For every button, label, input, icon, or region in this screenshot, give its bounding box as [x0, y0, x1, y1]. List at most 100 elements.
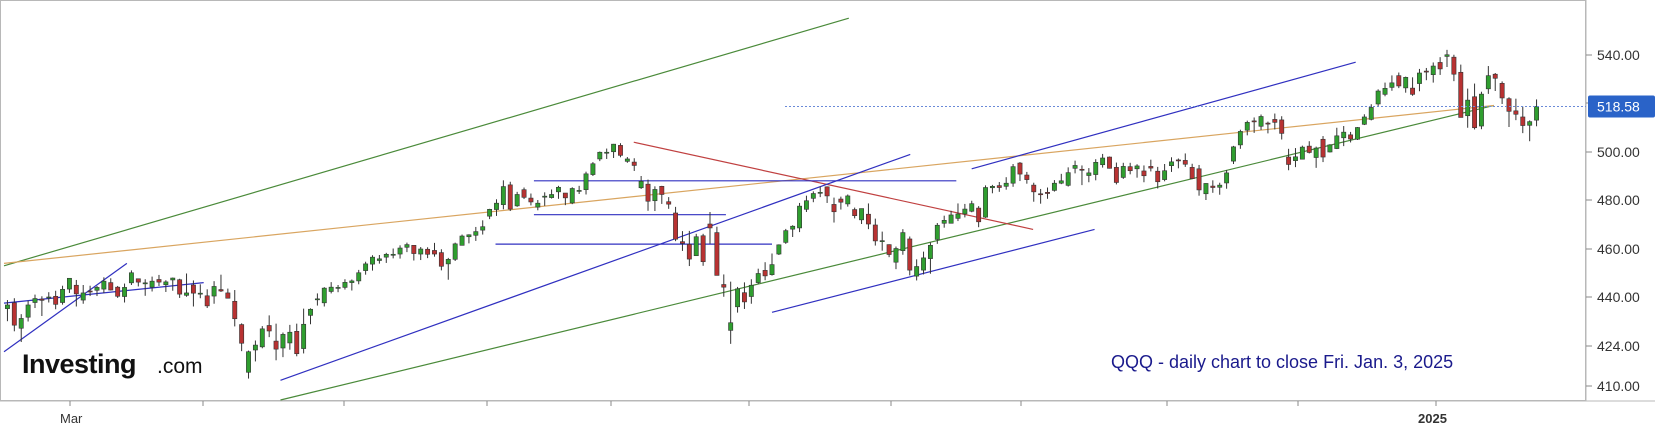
candlestick	[170, 277, 176, 291]
candle-body-up	[370, 256, 375, 265]
candle-body-up	[1485, 75, 1491, 90]
candle-body-up	[163, 281, 169, 286]
x-axis-ticks	[69, 401, 1437, 406]
candlestick	[32, 294, 38, 309]
candlestick	[576, 185, 582, 194]
candle-body-down	[1182, 160, 1188, 165]
candle-body-up	[184, 292, 189, 296]
candle-body-up	[797, 205, 802, 229]
candle-body-down	[266, 325, 272, 332]
trendline-blue	[771, 228, 1095, 313]
candle-body-up	[921, 257, 926, 271]
candlestick	[1520, 106, 1526, 134]
trendline-green	[3, 17, 849, 267]
candlestick	[659, 185, 665, 204]
candlestick	[163, 280, 169, 292]
candle-body-up	[1169, 161, 1174, 166]
candlestick	[197, 284, 203, 299]
candle-body-down	[1437, 62, 1443, 70]
candle-body-up	[390, 253, 396, 256]
candle-body-down	[1286, 156, 1292, 165]
candle-body-up	[128, 272, 134, 284]
candlestick	[983, 185, 988, 218]
candlestick	[535, 200, 541, 211]
candlestick	[1265, 121, 1271, 134]
candle-body-up	[1244, 122, 1250, 131]
candle-body-up	[314, 298, 320, 301]
candlestick	[349, 279, 355, 291]
candlestick	[5, 300, 10, 322]
candlestick	[1403, 76, 1409, 93]
candle-body-down	[135, 278, 141, 283]
candlestick	[466, 234, 472, 244]
candlestick	[1506, 97, 1512, 128]
candlestick	[1086, 168, 1092, 183]
candle-body-down	[1113, 167, 1119, 183]
candle-body-down	[666, 201, 672, 205]
candlestick	[1093, 159, 1099, 181]
candlestick	[204, 289, 210, 309]
candlestick	[287, 324, 293, 350]
candlestick	[1224, 170, 1230, 189]
candle-body-up	[1327, 144, 1333, 153]
x-tick-label: 2025	[1418, 411, 1447, 426]
candlestick	[631, 158, 637, 171]
candle-body-down	[686, 244, 692, 260]
candlestick	[122, 283, 127, 303]
candle-body-down	[886, 244, 892, 255]
candlestick	[927, 242, 933, 274]
candle-body-down	[87, 290, 93, 293]
candlestick	[1286, 148, 1292, 171]
candle-body-up	[569, 188, 575, 204]
candle-body-down	[618, 145, 623, 156]
candle-body-up	[893, 248, 899, 263]
candle-body-up	[1203, 183, 1209, 195]
candlestick	[1430, 62, 1436, 83]
candle-body-up	[810, 193, 816, 199]
candlestick	[583, 171, 589, 195]
candlestick	[115, 285, 121, 298]
candlestick	[1196, 164, 1202, 196]
candlestick	[425, 247, 431, 259]
candlestick	[473, 226, 479, 241]
candle-body-up	[321, 287, 327, 304]
candlestick	[611, 143, 617, 158]
candle-body-down	[1423, 70, 1429, 73]
candlestick	[1396, 72, 1402, 89]
candlestick	[886, 244, 892, 258]
candlestick	[1465, 88, 1471, 128]
candle-body-down	[438, 252, 444, 267]
candle-body-up	[1382, 88, 1388, 95]
candle-body-up	[638, 180, 644, 189]
last-price-badge: 518.58	[1588, 95, 1655, 118]
candlestick	[1527, 120, 1533, 142]
candle-body-up	[962, 208, 968, 215]
candle-body-down	[1107, 156, 1112, 169]
candle-body-down	[1141, 170, 1147, 177]
candle-body-down	[218, 289, 224, 292]
candlestick	[135, 278, 141, 287]
candle-body-up	[259, 328, 265, 348]
candlestick	[1010, 164, 1016, 187]
candlestick	[1017, 162, 1023, 182]
candle-body-down	[1279, 119, 1285, 134]
candle-body-down	[1079, 168, 1085, 171]
candle-body-up	[776, 244, 782, 255]
candle-body-up	[211, 286, 217, 297]
candle-body-down	[1348, 134, 1354, 140]
candlestick	[1299, 145, 1305, 160]
x-axis-labels: Mar 2025	[60, 411, 1447, 426]
candlestick	[301, 308, 307, 354]
candlestick	[1244, 120, 1250, 136]
candlestick	[500, 180, 506, 210]
candle-body-up	[94, 287, 100, 291]
candle-body-up	[1093, 162, 1099, 175]
candlestick	[852, 207, 858, 219]
candlestick	[624, 157, 630, 163]
candlestick	[1251, 117, 1257, 133]
candle-body-up	[349, 280, 355, 283]
candlestick	[528, 193, 534, 206]
candle-body-up	[817, 192, 823, 194]
candle-body-up	[1065, 172, 1071, 186]
candle-body-down	[239, 324, 245, 344]
